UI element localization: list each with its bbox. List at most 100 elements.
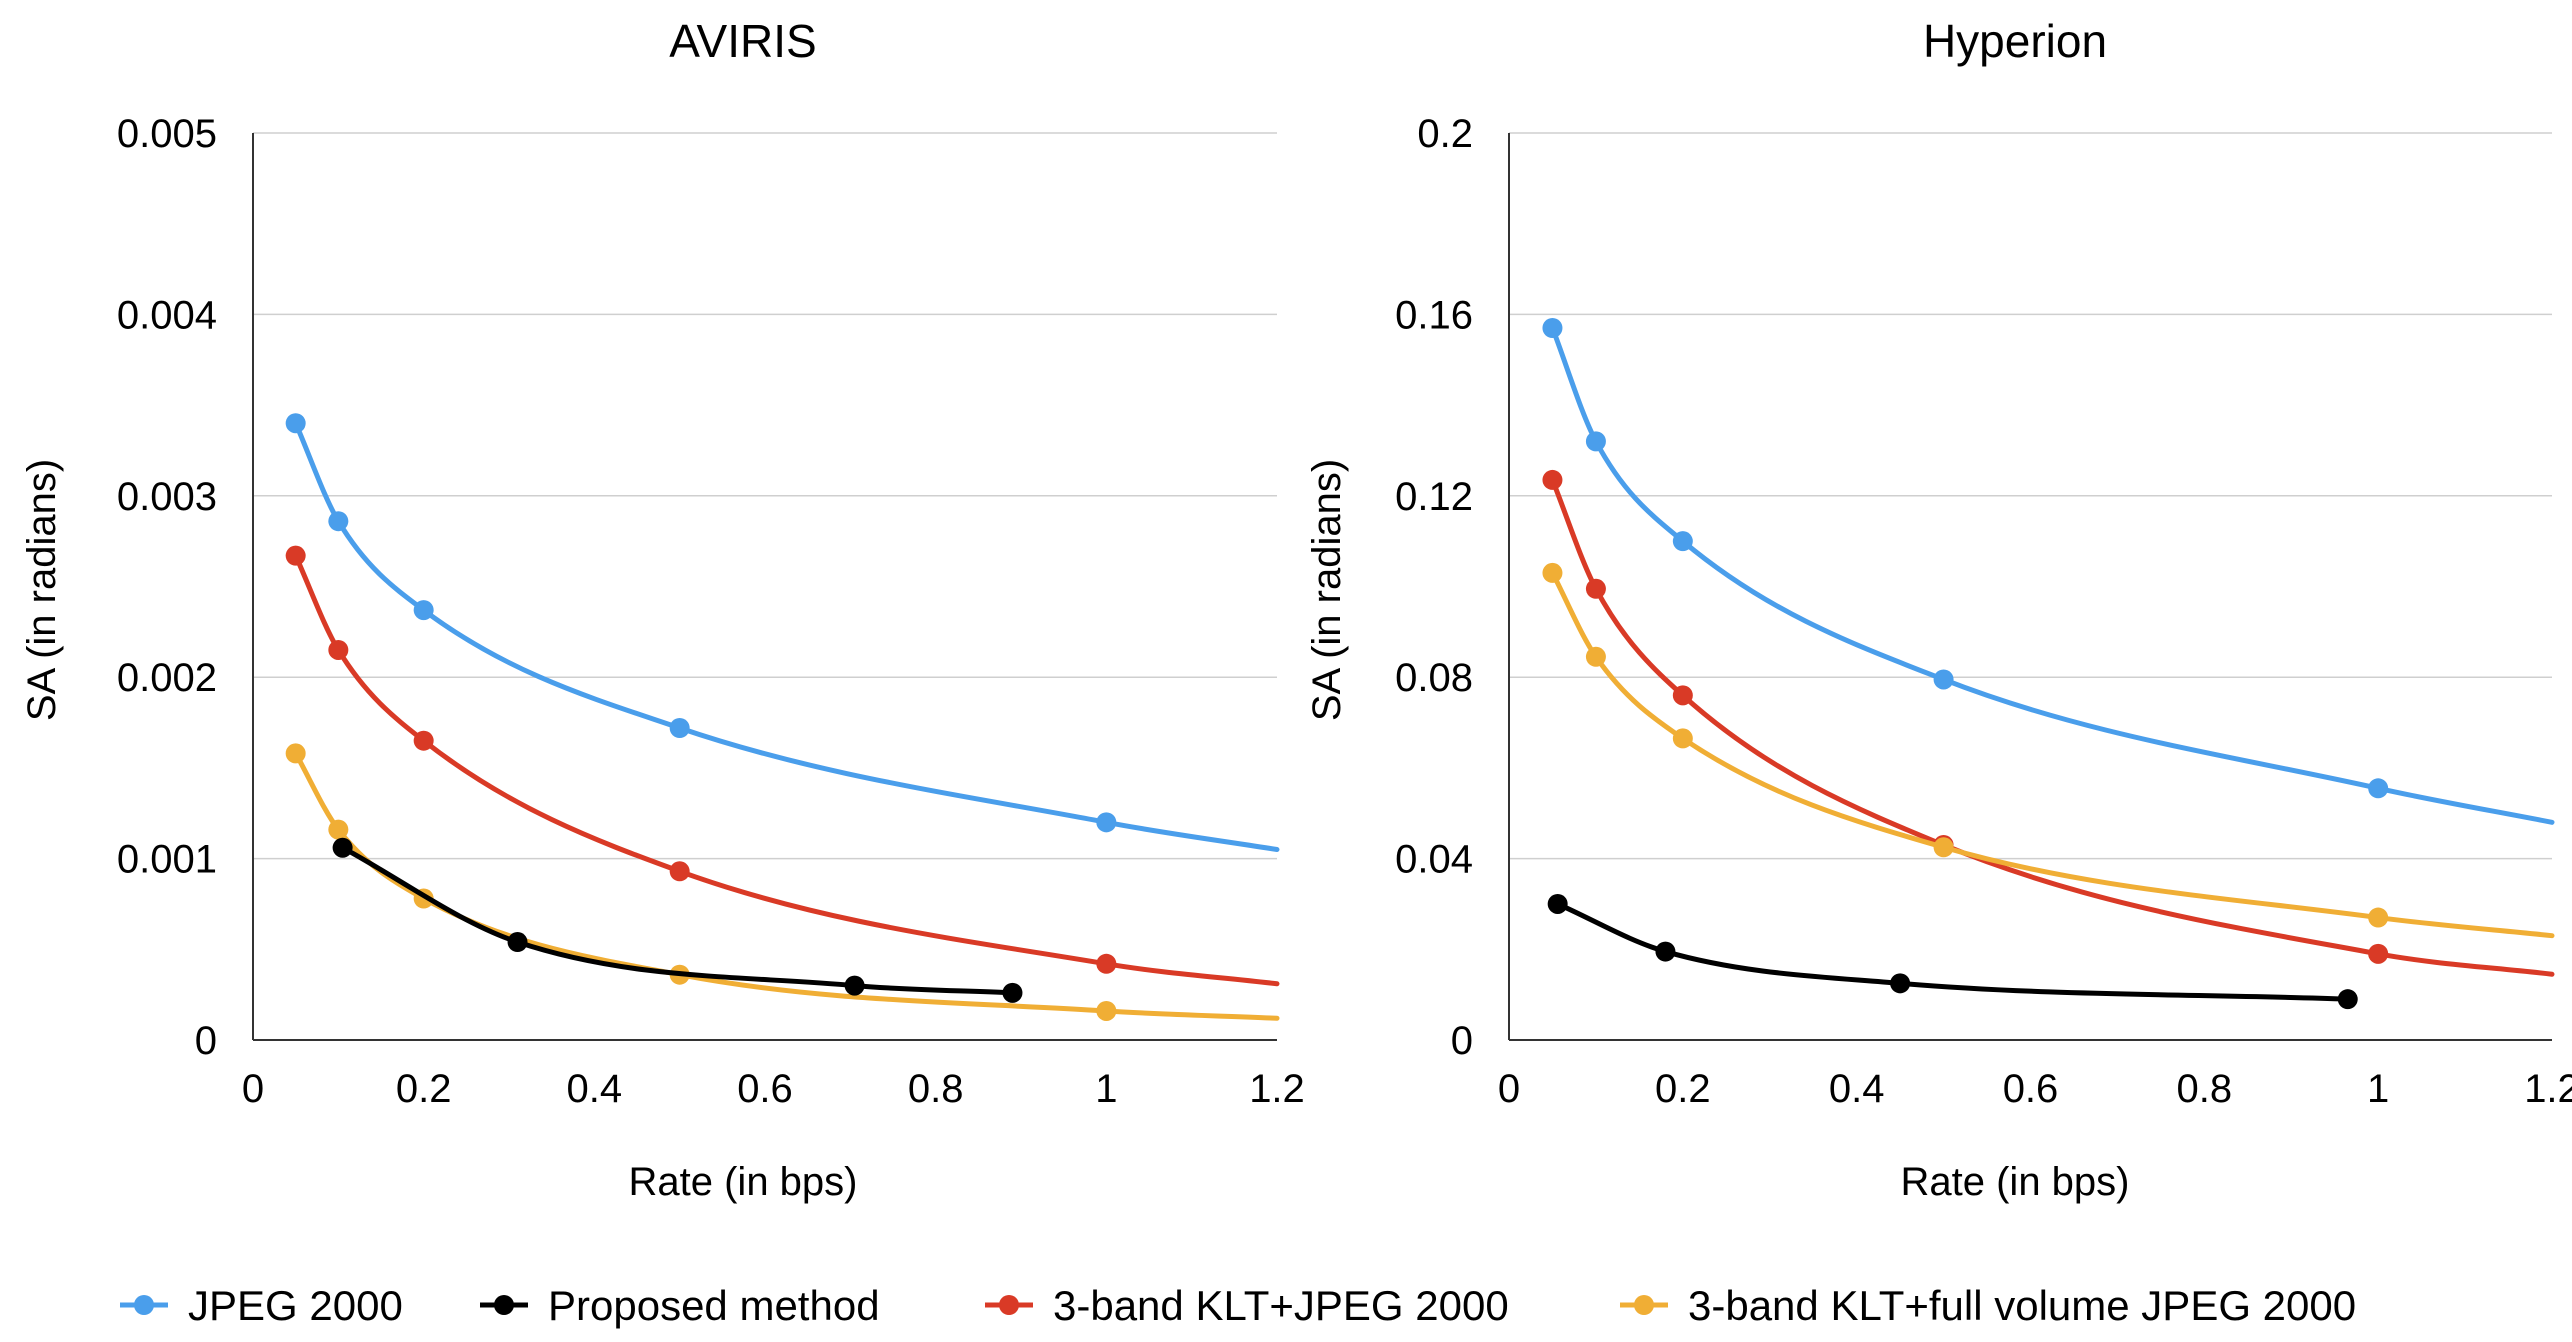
series-3-band-klt-jpeg-2000 [285,545,1280,987]
series-line [1555,901,2351,1002]
chart-hyperion: Hyperion 0 0.04 0.08 0.12 0.16 0.2 0 0.2 0.4 0.6 0… [1305,15,2572,1204]
series-jpeg-2000 [1542,318,2555,825]
legend-swatch-marker [999,1295,1019,1315]
chart-aviris: AVIRIS 0 0.001 0.002 0.003 0.004 0.005 0 0.2 0.4… [20,15,1305,1204]
x-tick-label: 0.2 [1655,1067,1711,1111]
series-3-band-klt-jpeg-2000 [1542,469,2555,977]
data-point [332,837,353,858]
y-axis-label: SA (in radians) [1305,459,1349,721]
data-point [285,413,306,434]
data-point [1585,431,1606,452]
gridlines [1508,132,2552,1041]
data-point [1672,531,1693,552]
y-tick-label: 0.003 [117,475,217,519]
data-point [1096,1000,1117,1021]
x-tick-label: 0.4 [567,1067,623,1111]
data-point [413,600,434,621]
chart-title: AVIRIS [669,15,816,67]
data-point [1542,469,1563,490]
y-tick-label: 0.16 [1395,293,1473,337]
data-point [1672,728,1693,749]
data-point [285,545,306,566]
data-point [669,717,690,738]
y-tick-label: 0.12 [1395,475,1473,519]
series-line [1549,570,2555,939]
y-tick-label: 0.2 [1417,112,1473,156]
data-point [1096,812,1117,833]
series-jpeg-2000 [285,413,1280,853]
y-tick-label: 0.004 [117,293,217,337]
data-point [1002,982,1023,1003]
y-tick-label: 0.08 [1395,656,1473,700]
data-point [1672,685,1693,706]
series-3-band-klt-full-volume-jpeg-2000 [1542,562,2555,939]
series-proposed-method [332,837,1023,1003]
data-point [1933,669,1954,690]
legend-label: JPEG 2000 [188,1282,403,1329]
legend-swatch-marker [1634,1295,1654,1315]
chart-title: Hyperion [1923,15,2107,67]
data-point [1585,646,1606,667]
x-axis-label: Rate (in bps) [1901,1160,2130,1204]
data-point [285,743,306,764]
x-tick-label: 1 [2367,1067,2389,1111]
data-point [413,730,434,751]
legend-swatch-marker [494,1295,514,1315]
data-point [328,639,349,660]
legend-item-jpeg-2000: JPEG 2000 [120,1282,403,1329]
legend-label: 3-band KLT+full volume JPEG 2000 [1688,1282,2356,1329]
x-tick-label: 0.6 [737,1067,793,1111]
data-point [1655,941,1676,962]
x-tick-label: 0.8 [908,1067,964,1111]
data-point [507,932,528,953]
data-point [1547,893,1568,914]
data-point [1585,578,1606,599]
x-tick-label: 0 [242,1067,264,1111]
data-point [1933,837,1954,858]
data-point [844,975,865,996]
series-line [293,420,1280,853]
legend-label: Proposed method [548,1282,880,1329]
x-tick-label: 0.2 [396,1067,452,1111]
series-line [293,553,1280,987]
legend-item-3-band-klt-jpeg-2000: 3-band KLT+JPEG 2000 [985,1282,1509,1329]
x-tick-label: 0.4 [1829,1067,1885,1111]
x-tick-label: 0.6 [2003,1067,2059,1111]
data-point [2337,989,2358,1010]
legend-swatch-marker [134,1295,154,1315]
gridlines [252,132,1277,1041]
tick-labels: 0 0.001 0.002 0.003 0.004 0.005 0 0.2 0.4 0.6 0.8 1… [117,112,1305,1111]
x-axis-label: Rate (in bps) [629,1160,858,1204]
data-point [2368,943,2389,964]
data-point [1542,562,1563,583]
x-tick-label: 1 [1095,1067,1117,1111]
y-tick-label: 0.002 [117,656,217,700]
data-point [328,511,349,532]
series-group [285,413,1280,1021]
y-tick-label: 0.005 [117,112,217,156]
legend: JPEG 2000 Proposed method 3-band KLT+JPEG … [120,1282,2356,1329]
y-tick-label: 0 [195,1019,217,1063]
x-tick-label: 1.2 [1249,1067,1305,1111]
data-point [1890,973,1911,994]
data-point [1542,318,1563,339]
data-point [669,861,690,882]
data-point [1096,953,1117,974]
legend-label: 3-band KLT+JPEG 2000 [1053,1282,1509,1329]
series-group [1542,318,2555,1010]
series-line [340,845,1015,996]
series-proposed-method [1547,893,2358,1010]
y-tick-label: 0 [1451,1019,1473,1063]
data-point [328,819,349,840]
data-point [2368,907,2389,928]
y-tick-label: 0.04 [1395,838,1473,882]
x-tick-label: 0 [1498,1067,1520,1111]
legend-item-3-band-klt-full-volume-jpeg-2000: 3-band KLT+full volume JPEG 2000 [1620,1282,2356,1329]
y-tick-label: 0.001 [117,838,217,882]
x-tick-label: 1.2 [2524,1067,2572,1111]
legend-item-proposed-method: Proposed method [480,1282,880,1329]
x-tick-label: 0.8 [2177,1067,2233,1111]
y-axis-label: SA (in radians) [20,459,64,721]
data-point [2368,778,2389,799]
